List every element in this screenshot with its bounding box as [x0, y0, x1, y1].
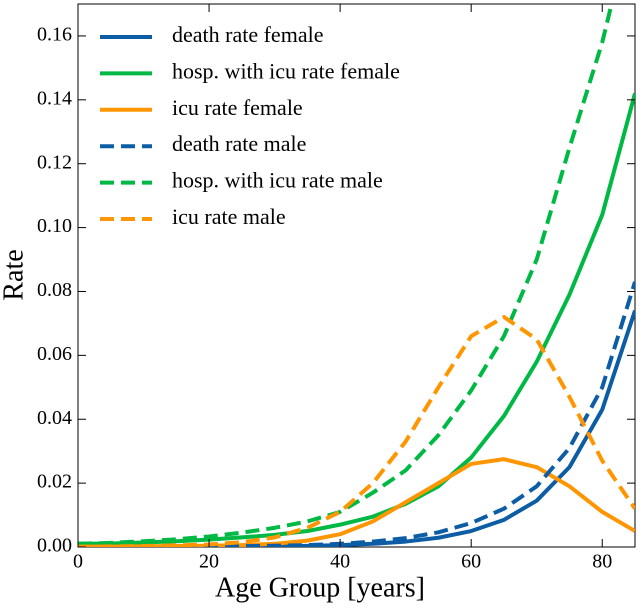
legend-label: icu rate male — [172, 204, 286, 229]
x-tick-label: 0 — [73, 551, 83, 573]
x-tick-label: 60 — [461, 551, 481, 573]
plot-frame — [77, 3, 636, 548]
legend-label: hosp. with icu rate male — [172, 168, 383, 193]
y-tick-label: 0.14 — [37, 87, 72, 109]
x-tick-label: 20 — [199, 551, 219, 573]
x-tick-label: 40 — [330, 551, 350, 573]
series-line — [78, 315, 635, 547]
legend-label: death rate female — [172, 22, 323, 47]
lines — [78, 4, 635, 547]
y-axis-label: Rate — [0, 249, 29, 300]
series-line — [78, 4, 614, 546]
y-tick-label: 0.08 — [37, 279, 72, 301]
x-axis-label: Age Group [years] — [215, 572, 425, 603]
y-tick-label: 0.10 — [37, 215, 72, 237]
y-tick-label: 0.04 — [37, 407, 72, 429]
legend-label: death rate male — [172, 131, 306, 156]
legend-label: hosp. with icu rate female — [172, 58, 400, 83]
series-line — [78, 310, 635, 547]
y-tick-label: 0.06 — [37, 343, 72, 365]
y-tick-label: 0.00 — [37, 535, 72, 557]
y-tick-label: 0.12 — [37, 151, 72, 173]
legend-label: icu rate female — [172, 95, 303, 120]
series-line — [78, 281, 635, 547]
y-tick-label: 0.16 — [37, 24, 72, 46]
y-tick-label: 0.02 — [37, 471, 72, 493]
x-tick-label: 80 — [592, 551, 612, 573]
